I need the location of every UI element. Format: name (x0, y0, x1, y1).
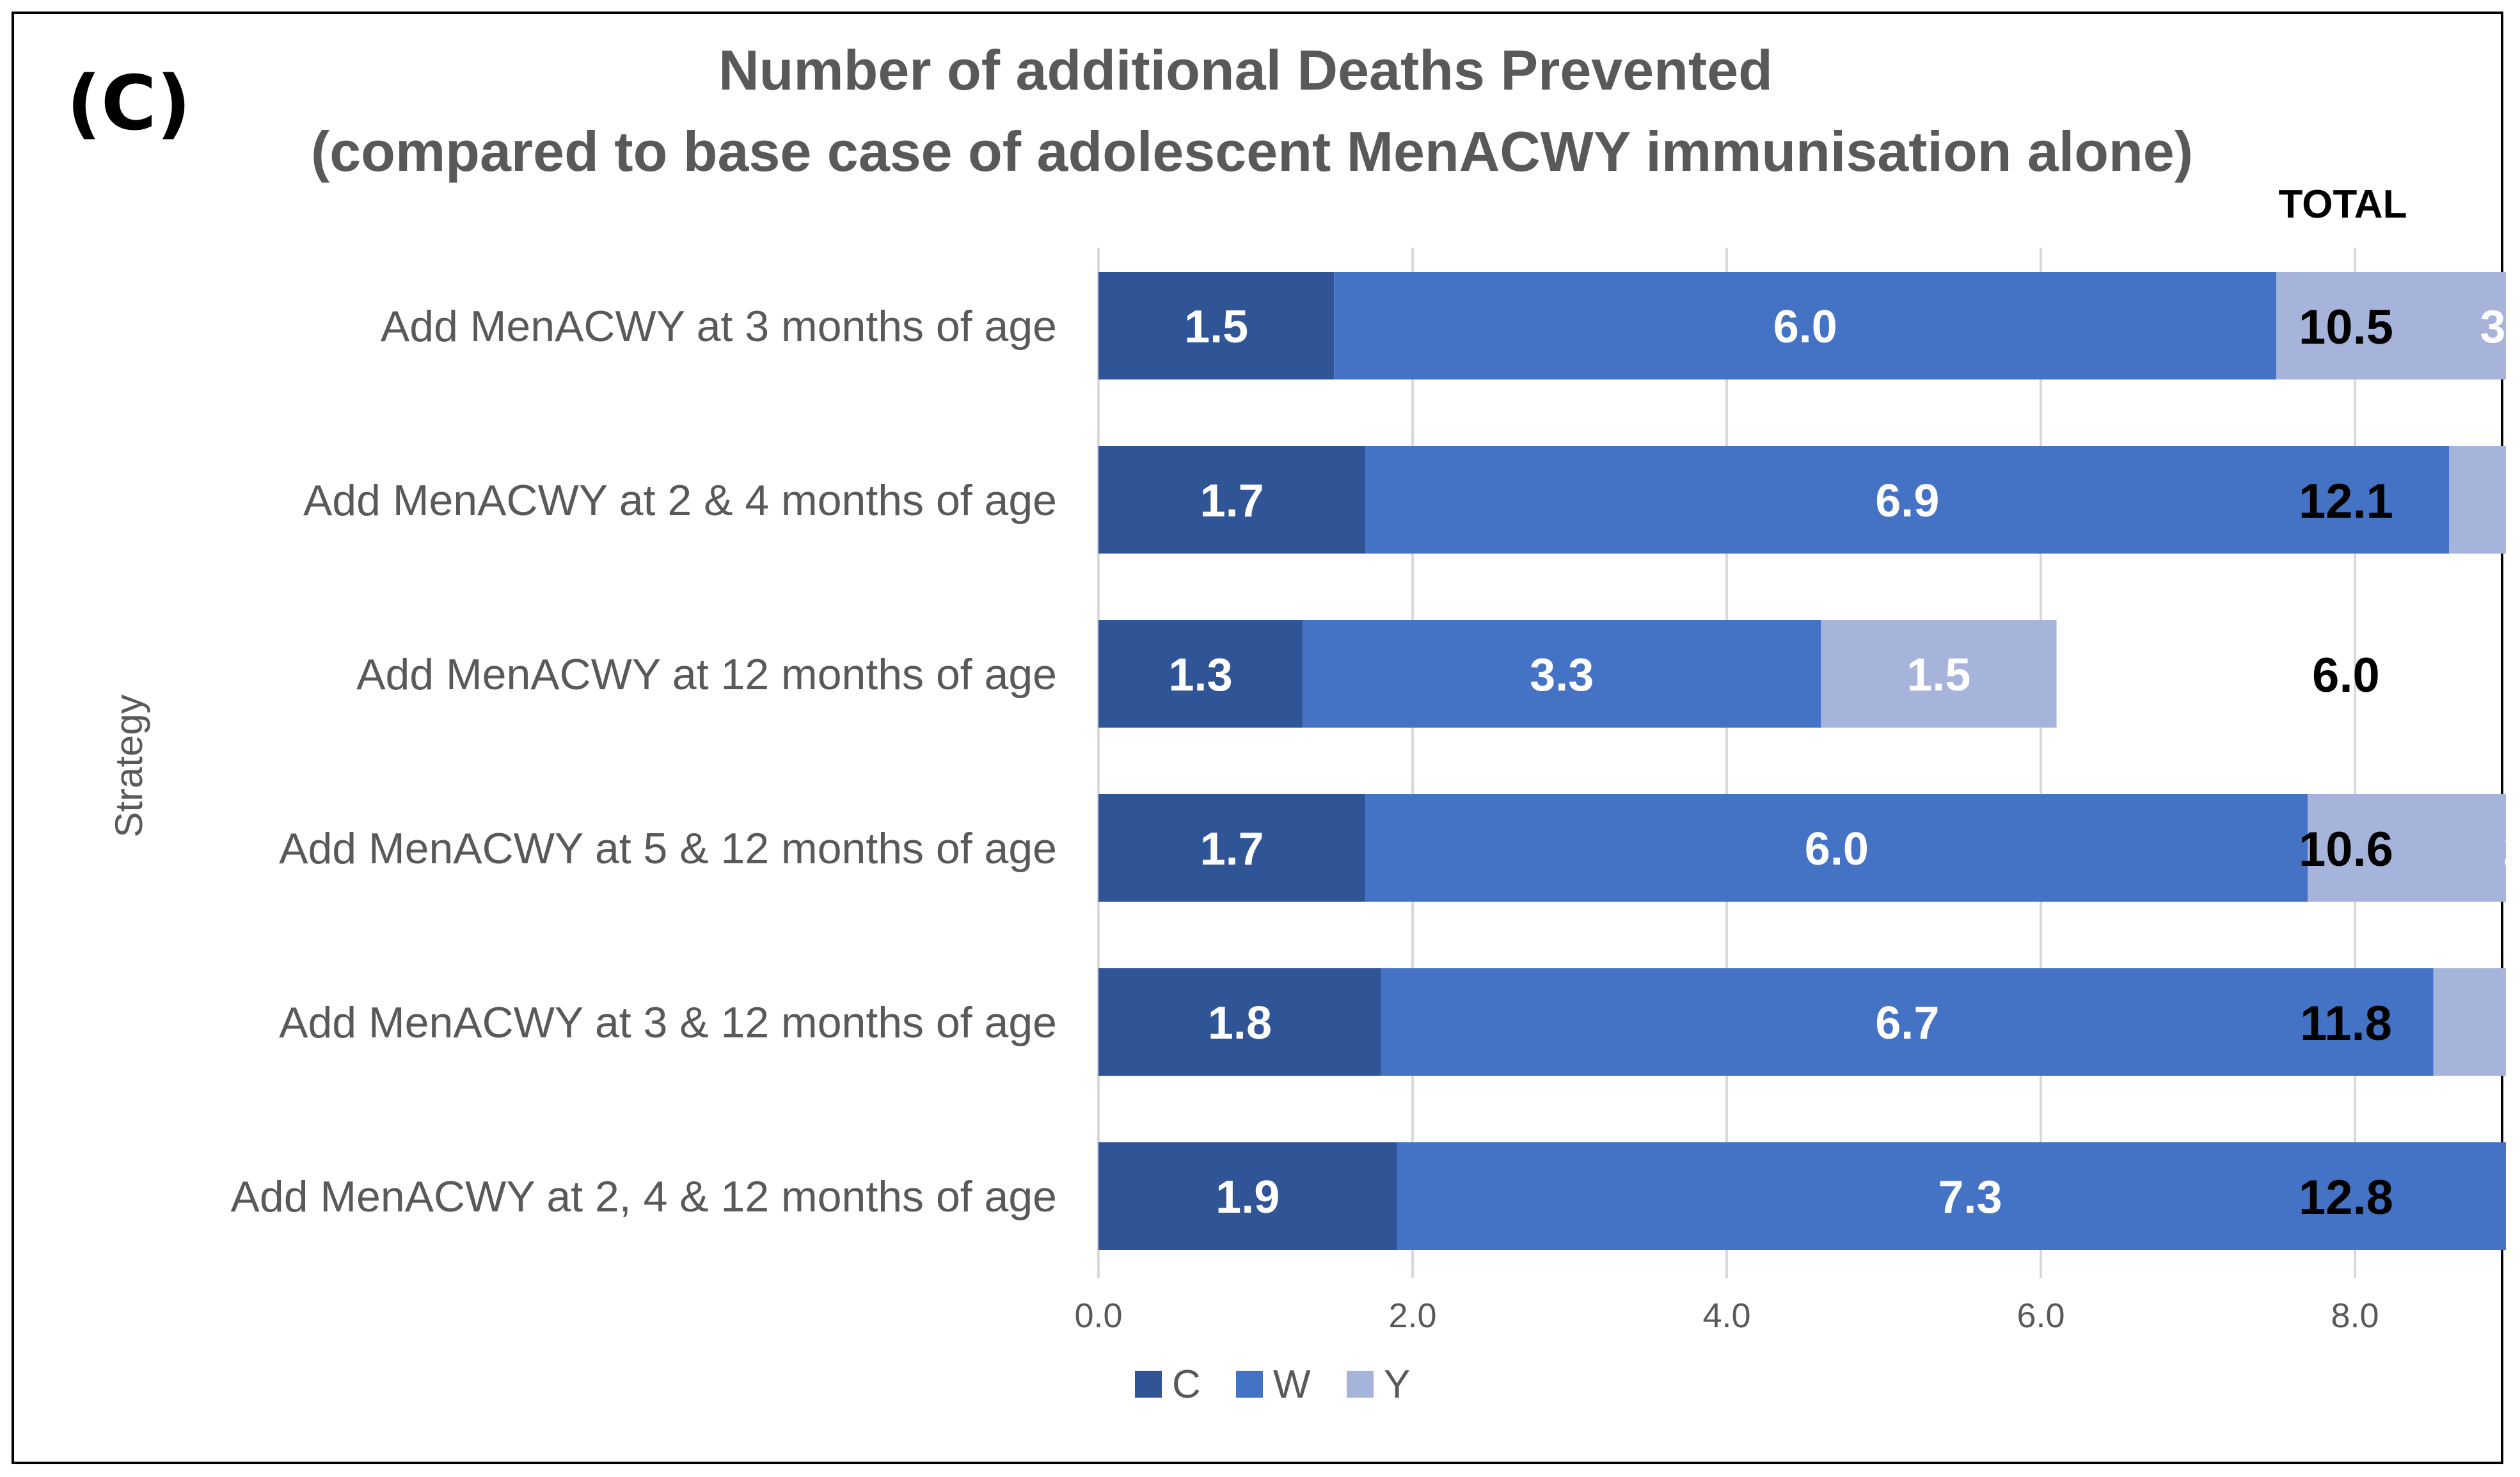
bar-data-label: 1.9 (1216, 1172, 1280, 1223)
category-label: Add MenACWY at 12 months of age (356, 650, 1057, 699)
bar-data-label: 6.0 (1773, 301, 1837, 353)
legend-label-w: W (1273, 1362, 1311, 1407)
x-tick-label: 0.0 (1074, 1297, 1122, 1335)
bar-data-label: 6.7 (1875, 998, 1939, 1049)
legend-label-y: Y (1384, 1362, 1410, 1407)
bar-data-label: 1.7 (1200, 475, 1264, 527)
category-label: Add MenACWY at 3 & 12 months of age (279, 998, 1057, 1047)
bar-y-segment (2449, 446, 2506, 554)
chart-subtitle: (compared to base case of adolescent Men… (311, 120, 2193, 183)
total-value: 10.6 (2299, 822, 2393, 877)
bar-data-label: 1.5 (1184, 301, 1248, 353)
totals-column: 10.5 12.1 6.0 10.6 11.8 12.8 (2299, 300, 2393, 1225)
total-value: 11.8 (2300, 996, 2392, 1051)
bar-data-label: 3.3 (1530, 650, 1594, 701)
chart-svg: (C) Number of additional Deaths Prevente… (14, 14, 2506, 1467)
total-value: 10.5 (2299, 300, 2393, 355)
x-tick-label: 2.0 (1388, 1297, 1436, 1335)
legend-swatch-w (1236, 1371, 1263, 1398)
chart-title: Number of additional Deaths Prevented (718, 38, 1773, 102)
x-tick-label: 6.0 (2017, 1297, 2064, 1335)
bars: 1.56.03.01.76.93.51.33.31.51.76.02.91.86… (1098, 272, 2506, 1250)
bar-y-segment (2434, 968, 2506, 1076)
legend-swatch-c (1135, 1371, 1162, 1398)
y-axis-label: Strategy (107, 694, 150, 837)
bar-data-label: 1.5 (1906, 650, 1970, 701)
legend-label-c: C (1172, 1362, 1201, 1407)
totals-header: TOTAL (2279, 182, 2407, 227)
bar-data-label: 1.7 (1200, 824, 1264, 875)
bar-data-label: 6.0 (1805, 824, 1869, 875)
category-label: Add MenACWY at 5 & 12 months of age (279, 824, 1057, 873)
bar-data-label: 1.3 (1169, 650, 1233, 701)
legend-swatch-y (1347, 1371, 1374, 1398)
gridlines (1098, 248, 2506, 1278)
x-tick-label: 4.0 (1702, 1297, 1750, 1335)
bar-data-label: 1.8 (1208, 998, 1272, 1049)
category-label: Add MenACWY at 2, 4 & 12 months of age (231, 1172, 1057, 1221)
bar-data-label: 3.0 (2480, 301, 2506, 353)
x-tick-label: 8.0 (2331, 1297, 2379, 1335)
category-label: Add MenACWY at 3 months of age (381, 302, 1057, 351)
bar-data-label: 2.9 (2503, 824, 2506, 875)
x-axis-ticks: 0.02.04.06.08.010.012.014.0 (1074, 1297, 2506, 1335)
chart-frame: (C) Number of additional Deaths Prevente… (12, 12, 2503, 1464)
bar-data-label: 6.9 (1875, 475, 1939, 527)
category-labels: Add MenACWY at 3 months of age Add MenACW… (231, 302, 1057, 1221)
total-value: 12.8 (2299, 1170, 2393, 1225)
bar-data-label: 7.3 (1938, 1172, 2002, 1223)
total-value: 12.1 (2299, 474, 2393, 529)
total-value: 6.0 (2312, 648, 2380, 703)
category-label: Add MenACWY at 2 & 4 months of age (303, 476, 1057, 525)
panel-label: (C) (67, 59, 191, 147)
